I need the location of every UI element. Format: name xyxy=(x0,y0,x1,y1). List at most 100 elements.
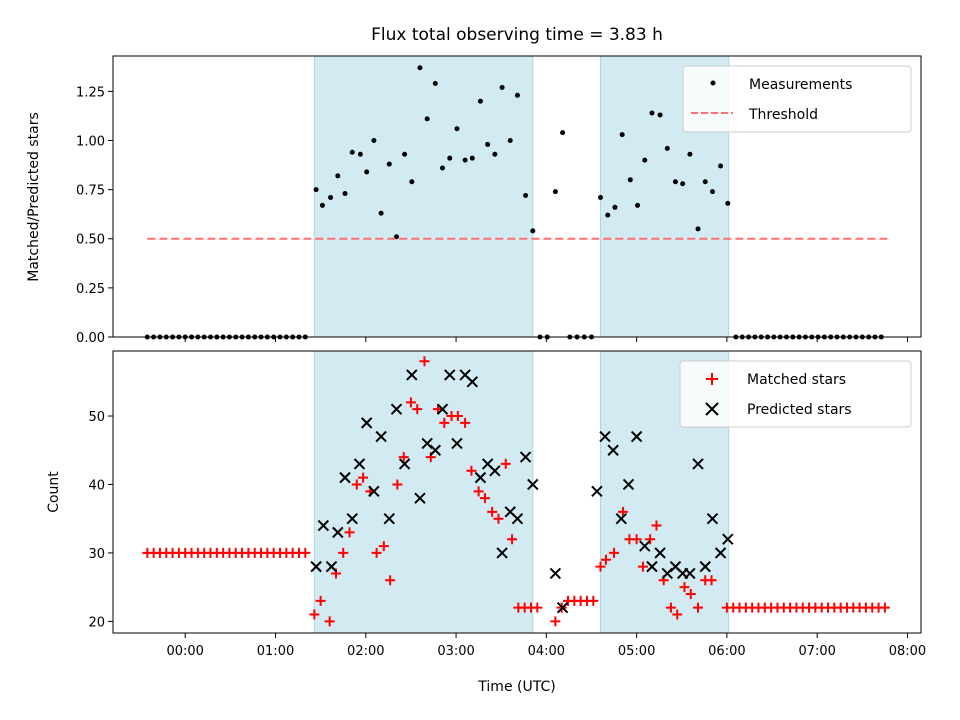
matched-stars-point xyxy=(532,602,543,613)
measurements-point xyxy=(627,177,633,183)
matched-stars-point xyxy=(609,547,620,558)
top-legend: Measurements Threshold xyxy=(682,65,912,133)
measurements-point xyxy=(432,81,438,87)
matched-stars-point xyxy=(693,602,704,613)
predicted-stars-point xyxy=(646,560,658,573)
measurements-point xyxy=(357,151,363,157)
predicted-stars-point xyxy=(353,458,366,470)
predicted-stars-point xyxy=(599,430,611,443)
legend-marker-matched xyxy=(706,373,718,385)
bottom-y-tick-label: 50 xyxy=(88,410,105,425)
predicted-stars-point xyxy=(383,512,395,525)
matched-stars-point xyxy=(358,472,369,483)
measurements-point xyxy=(709,189,715,195)
predicted-stars-point xyxy=(527,478,539,491)
matched-stars-point xyxy=(371,547,382,558)
top-axes-frame xyxy=(112,55,922,338)
measurements-point xyxy=(507,137,513,143)
matched-stars-point xyxy=(315,595,326,606)
matched-stars-point xyxy=(460,417,471,428)
measurements-point xyxy=(342,191,348,197)
measurements-point xyxy=(499,84,505,90)
predicted-stars-point xyxy=(692,458,704,470)
predicted-stars-point xyxy=(398,458,411,470)
x-tick-label: 06:00 xyxy=(708,644,745,659)
matched-stars-point xyxy=(500,458,511,469)
predicted-stars-point xyxy=(325,560,338,573)
matched-stars-point xyxy=(300,547,311,558)
predicted-stars-point xyxy=(451,437,463,450)
predicted-stars-point xyxy=(406,369,418,381)
measurements-point xyxy=(319,202,325,208)
x-tick-label: 05:00 xyxy=(618,644,655,659)
measurements-point xyxy=(635,202,641,208)
predicted-stars-point xyxy=(429,444,442,456)
measurements-point xyxy=(417,65,423,71)
measurements-point xyxy=(718,163,724,169)
matched-stars-point xyxy=(452,411,463,422)
measurements-point xyxy=(702,179,708,185)
matched-stars-point xyxy=(439,417,450,428)
bottom-y-tick-label: 40 xyxy=(88,478,105,493)
matched-stars-point xyxy=(351,479,362,490)
matched-stars-point xyxy=(398,452,409,463)
legend-label-threshold: Threshold xyxy=(748,107,818,123)
measurements-point xyxy=(687,151,693,157)
measurements-point xyxy=(440,165,446,171)
matched-stars-point xyxy=(473,486,484,497)
measurements-point xyxy=(530,228,536,234)
measurements-point xyxy=(402,151,408,157)
measurements-point xyxy=(462,157,468,163)
measurements-point xyxy=(386,161,392,167)
predicted-stars-point xyxy=(496,547,508,559)
predicted-stars-point xyxy=(622,478,635,491)
bottom-legend: Matched stars Predicted stars xyxy=(679,360,912,428)
predicted-stars-point xyxy=(474,471,487,484)
top-y-tick-label: 0.25 xyxy=(76,282,105,297)
measurements-point xyxy=(313,187,319,193)
measurements-point xyxy=(612,204,618,210)
bottom-y-tick-label: 30 xyxy=(88,547,105,562)
x-tick-label: 04:00 xyxy=(528,644,565,659)
measurements-point xyxy=(335,173,341,179)
matched-stars-point xyxy=(588,595,599,606)
predicted-stars-point xyxy=(414,492,426,504)
measurements-point xyxy=(642,157,648,163)
measurements-point xyxy=(492,151,498,157)
predicted-stars-point xyxy=(591,485,603,498)
measurements-point xyxy=(523,193,529,199)
measurements-point xyxy=(649,110,655,116)
matched-stars-point xyxy=(645,534,656,545)
predicted-stars-point xyxy=(466,376,479,388)
matched-stars-point xyxy=(595,561,606,572)
top-y-tick-label: 1.25 xyxy=(76,85,105,100)
predicted-stars-point xyxy=(310,560,322,573)
predicted-stars-point xyxy=(375,430,387,443)
predicted-stars-point xyxy=(339,471,351,484)
top-panel: 0.00 0.25 0.50 0.75 1.00 1.25 xyxy=(76,55,922,346)
matched-stars-point xyxy=(679,582,690,593)
matched-stars-point xyxy=(385,575,396,586)
bottom-panel: 20 30 40 50 00:00 01:00 02:00 03:00 04:00 05:00 06… xyxy=(88,350,926,659)
legend-label-predicted: Predicted stars xyxy=(747,402,852,418)
predicted-stars-point xyxy=(706,512,719,525)
predicted-stars-point xyxy=(489,465,501,477)
measurements-point xyxy=(552,189,558,195)
matched-stars-point xyxy=(378,541,389,552)
matched-stars-point xyxy=(600,554,611,565)
measurements-point xyxy=(349,149,355,155)
predicted-stars-point xyxy=(549,567,562,580)
predicted-stars-point xyxy=(714,547,727,559)
measurements-point xyxy=(695,226,701,232)
measurements-point xyxy=(371,137,377,143)
legend-label-measurements: Measurements xyxy=(749,77,852,93)
predicted-stars-point xyxy=(684,567,696,580)
predicted-stars-point xyxy=(519,451,532,463)
predicted-stars-point xyxy=(346,512,358,525)
matched-stars-point xyxy=(405,397,416,408)
measurements-point xyxy=(477,98,483,104)
x-tick-label: 02:00 xyxy=(347,644,384,659)
measurements-point xyxy=(514,92,520,98)
measurements-point xyxy=(657,112,663,118)
matched-stars-point xyxy=(879,602,890,613)
